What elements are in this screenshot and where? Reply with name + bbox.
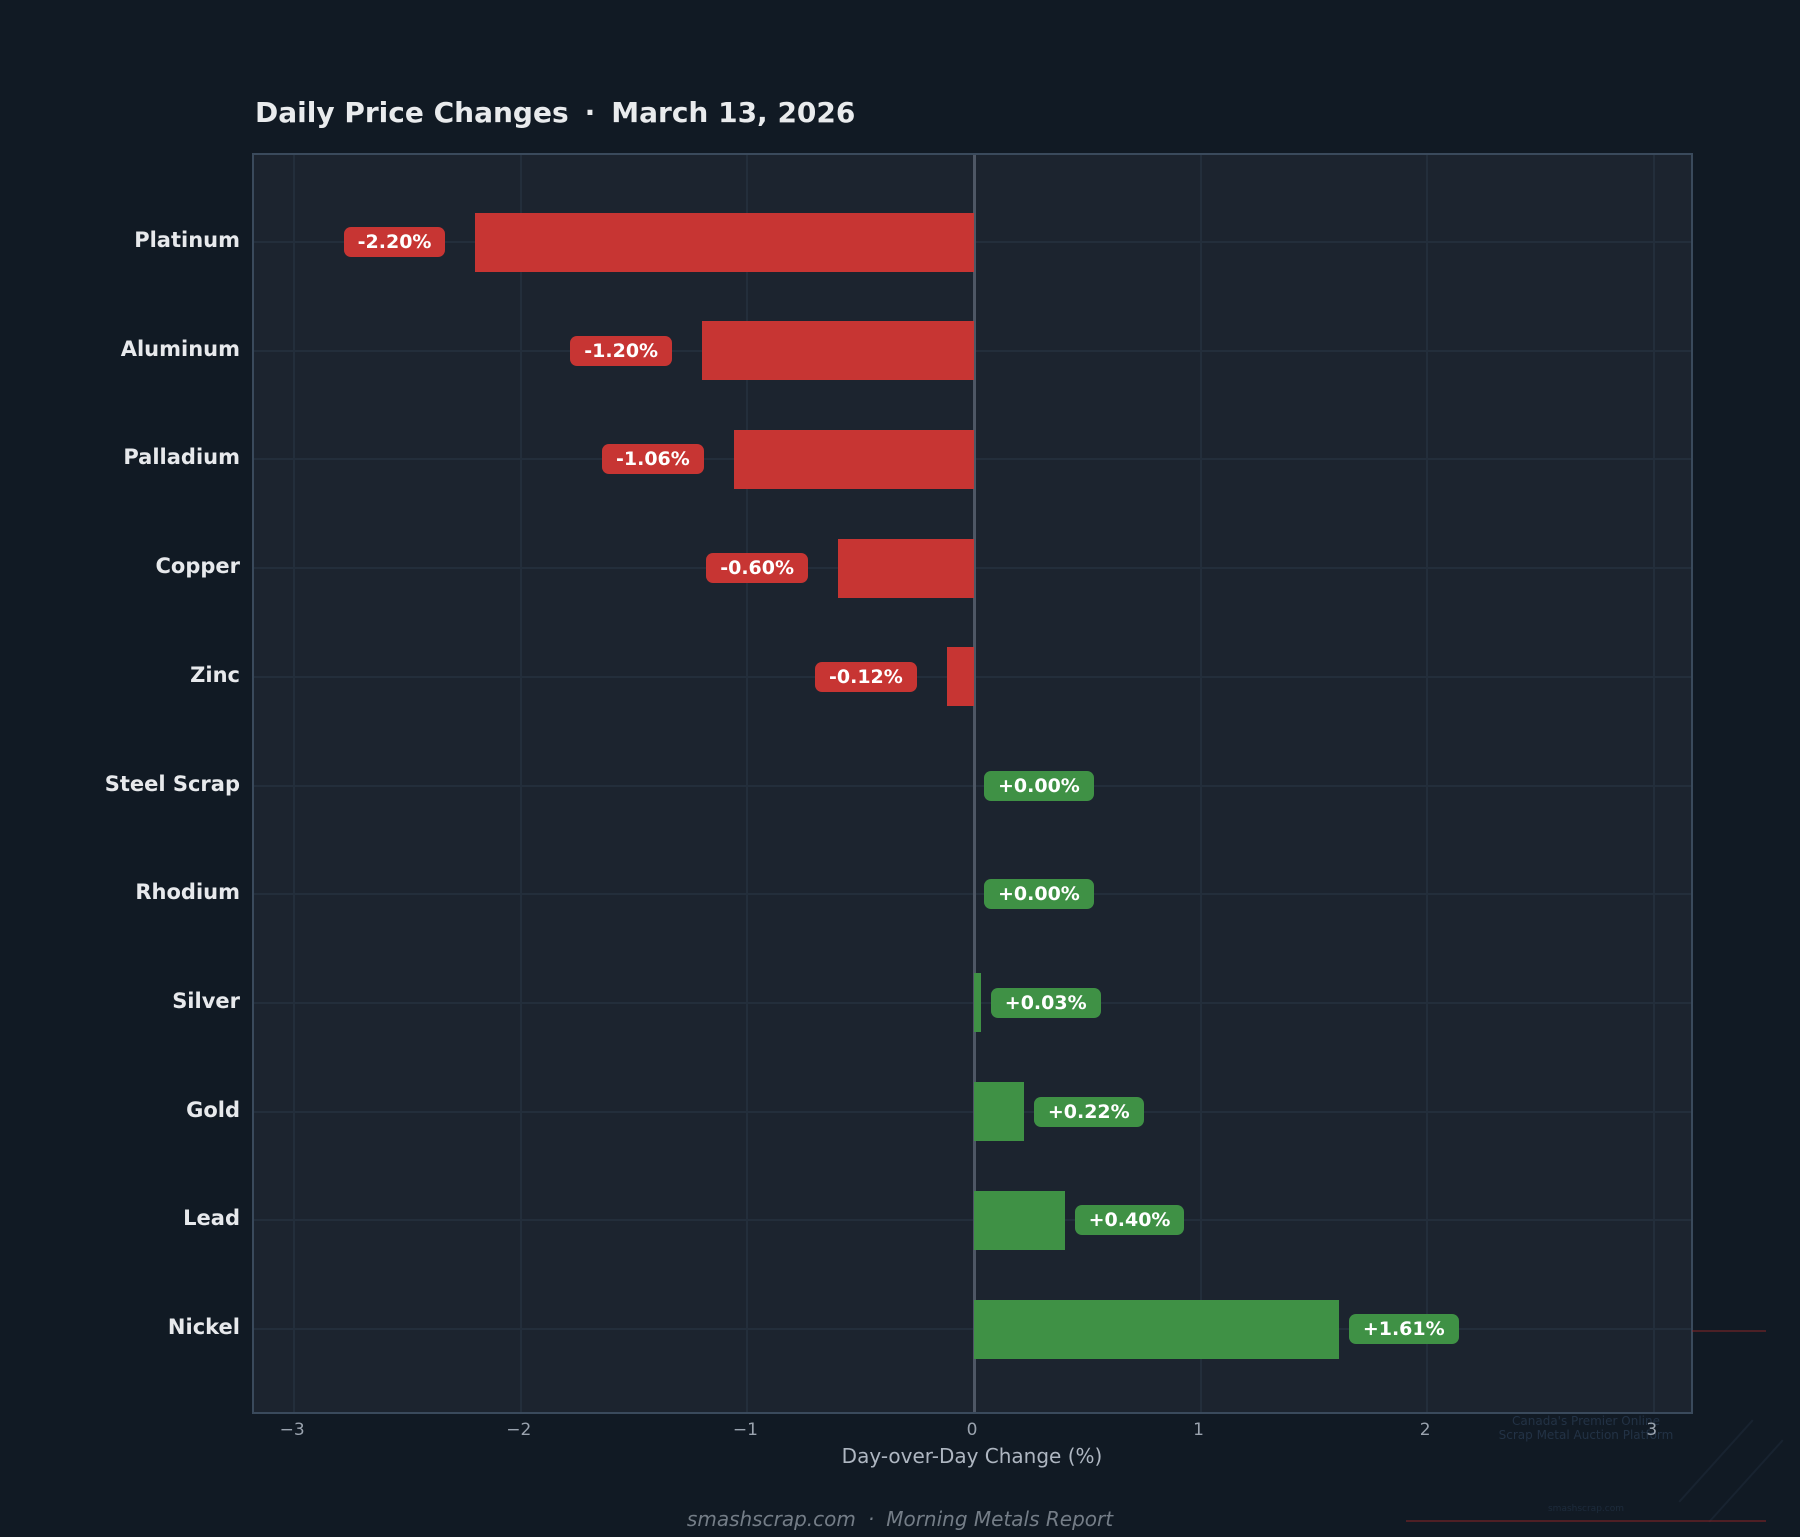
value-label-lead: +0.40% [1074,1205,1185,1236]
value-label-gold: +0.22% [1033,1096,1144,1127]
x-tick-label-neg1: −1 [732,1420,758,1440]
value-label-nickel: +1.61% [1348,1314,1459,1344]
y-tick-label-palladium: Palladium [123,445,240,470]
y-tick-label-gold: Gold [186,1097,240,1122]
chart-title-text: Daily Price Changes [255,96,569,129]
watermark-bottom-rule [1406,1520,1766,1522]
horizontal-gridline [254,1001,1691,1004]
vertical-gridline [293,155,296,1412]
value-label-zinc: -0.12% [815,661,917,692]
x-tick-label-neg3: −3 [279,1420,305,1440]
bar-copper [838,538,974,598]
vertical-gridline [1199,155,1202,1412]
value-label-copper: -0.60% [706,553,809,584]
y-tick-label-copper: Copper [155,554,240,579]
y-tick-label-nickel: Nickel [167,1315,240,1339]
vertical-gridline [1652,155,1655,1412]
bar-palladium [733,429,974,489]
value-label-aluminum: -1.20% [570,335,673,366]
vertical-gridline [519,155,522,1412]
bar-silver [974,973,981,1033]
horizontal-gridline [254,1219,1691,1222]
bar-nickel [974,1299,1339,1359]
y-tick-label-rhodium: Rhodium [135,880,240,905]
chart-title-date: March 13, 2026 [611,96,856,129]
watermark-top-rule [1692,1330,1766,1332]
vertical-gridline [1426,155,1429,1412]
y-tick-label-silver: Silver [172,988,240,1013]
footer-report: Morning Metals Report [886,1507,1114,1531]
bar-platinum [475,212,974,272]
y-tick-label-steel-scrap: Steel Scrap [104,771,240,796]
x-tick-label-2: 2 [1419,1420,1431,1440]
x-tick-label-3: 3 [1646,1420,1658,1440]
footer-caption: smashscrap.com · Morning Metals Report [687,1507,1113,1531]
bar-gold [974,1082,1024,1142]
chart-title: Daily Price Changes · March 13, 2026 [255,96,855,130]
watermark-line2: Scrap Metal Auction Platform [1498,1428,1674,1442]
y-tick-label-lead: Lead [183,1206,240,1231]
x-tick-label-1: 1 [1193,1420,1205,1440]
bar-lead [974,1190,1065,1250]
watermark-line1: Canada's Premier Online [1512,1414,1660,1428]
plot-area: -2.20% -1.20% -1.06% -0.60% -0.12% +0.00% +0.0… [252,153,1693,1414]
chart-title-separator: · [584,96,596,129]
horizontal-gridline [254,1110,1691,1113]
footer-site: smashscrap.com [686,1507,856,1531]
value-label-rhodium: +0.00% [984,879,1094,910]
y-tick-label-aluminum: Aluminum [120,336,240,361]
vertical-gridline [746,155,749,1412]
zero-axis-line [973,155,976,1412]
horizontal-gridline [254,893,1691,896]
y-tick-label-zinc: Zinc [190,662,240,687]
x-axis-title: Day-over-Day Change (%) [841,1444,1103,1468]
value-label-platinum: -2.20% [343,227,446,257]
footer-separator: · [867,1507,875,1531]
horizontal-gridline [254,784,1691,787]
value-label-steel-scrap: +0.00% [984,770,1094,801]
x-tick-label-0: 0 [966,1420,978,1440]
value-label-silver: +0.03% [990,987,1101,1018]
x-tick-label-neg2: −2 [506,1420,532,1440]
bar-aluminum [702,321,974,381]
value-label-palladium: -1.06% [602,444,704,475]
watermark-site: smashscrap.com [1547,1504,1624,1514]
watermark: Canada's Premier Online Scrap Metal Auct… [1406,1330,1784,1524]
bar-zinc [946,647,974,707]
y-tick-label-platinum: Platinum [134,228,240,252]
horizontal-gridline [254,1328,1691,1330]
